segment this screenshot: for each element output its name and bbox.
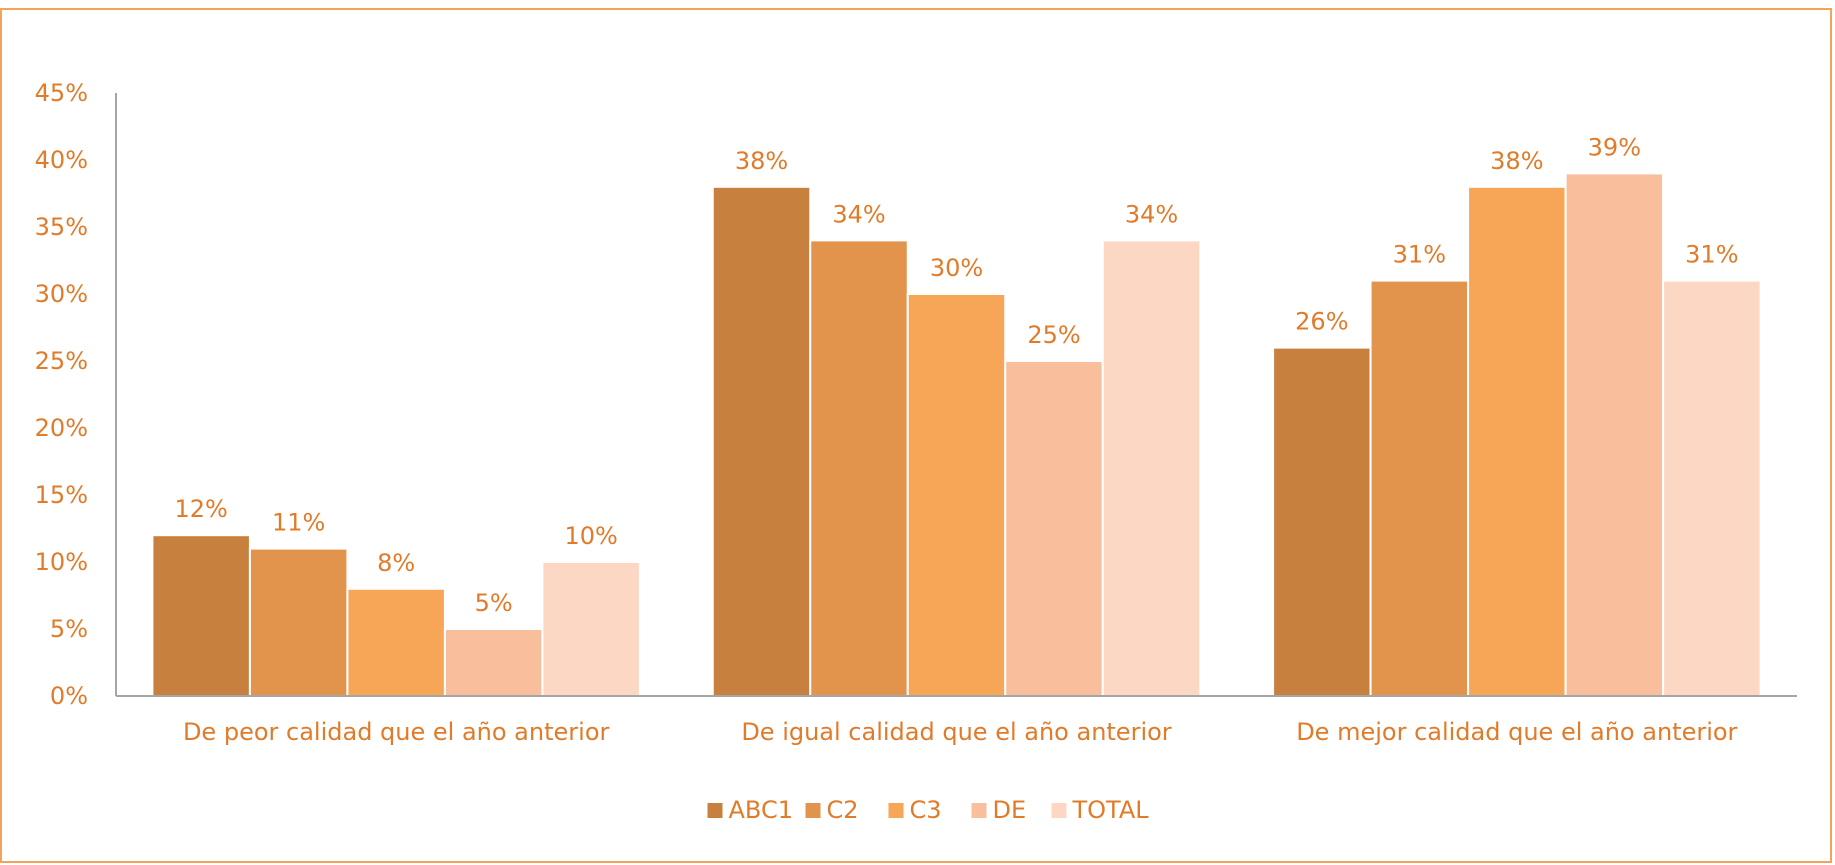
y-tick-label: 25%	[35, 347, 88, 375]
category-label: De igual calidad que el año anterior	[741, 718, 1171, 746]
bar-de-3	[1564, 172, 1665, 697]
bar-c2-3	[1369, 279, 1470, 697]
y-tick-label: 20%	[35, 414, 88, 442]
data-label: 38%	[735, 147, 788, 175]
bars	[151, 172, 1762, 698]
y-tick-label: 30%	[35, 280, 88, 308]
data-label: 30%	[930, 254, 983, 282]
legend-swatch-abc1	[707, 803, 723, 818]
bar-abc1-2	[711, 185, 812, 698]
y-tick-label: 15%	[35, 481, 88, 509]
legend-swatch-c2	[805, 803, 821, 818]
legend-label-c3: C3	[910, 796, 942, 824]
data-label: 26%	[1295, 308, 1348, 336]
bar-total-1	[541, 561, 641, 697]
y-tick-label: 5%	[50, 615, 88, 643]
legend-swatch-c3	[888, 803, 904, 818]
data-label: 12%	[174, 495, 227, 523]
data-label: 39%	[1588, 133, 1641, 161]
data-label: 34%	[1125, 200, 1178, 228]
bar-de-2	[1004, 360, 1104, 697]
bar-c2-2	[809, 239, 909, 697]
y-tick-label: 10%	[35, 548, 88, 576]
bar-c3-2	[906, 293, 1007, 697]
bar-c2-1	[248, 547, 349, 697]
axes	[115, 93, 1797, 697]
legend-label-de: DE	[993, 796, 1027, 824]
data-label: 31%	[1685, 241, 1738, 269]
legend-label-c2: C2	[827, 796, 859, 824]
data-label: 31%	[1393, 241, 1446, 269]
legend-swatch-total	[1051, 803, 1067, 818]
category-label: De mejor calidad que el año anterior	[1296, 718, 1737, 746]
bar-abc1-1	[151, 534, 251, 698]
bar-c3-3	[1467, 185, 1567, 698]
legend-label-abc1: ABC1	[729, 796, 794, 824]
data-label: 10%	[564, 522, 617, 550]
legend: ABC1 C2 C3 DE TOTAL	[707, 796, 1150, 824]
data-labels: 12% 11% 8% 5% 10% 38% 34% 30% 25% 34% 26% 31% 38% 39%…	[174, 133, 1738, 617]
data-label: 11%	[272, 509, 325, 537]
bar-total-3	[1662, 279, 1762, 697]
data-label: 34%	[832, 200, 885, 228]
data-label: 8%	[377, 549, 415, 577]
category-labels: De peor calidad que el año anterior De ig…	[183, 718, 1738, 746]
bar-c3-1	[346, 587, 446, 697]
data-label: 5%	[475, 589, 513, 617]
y-axis-ticks: 0% 5% 10% 15% 20% 25% 30% 35% 40% 45%	[35, 79, 88, 710]
data-label: 25%	[1027, 321, 1080, 349]
bar-de-1	[443, 628, 544, 697]
legend-swatch-de	[971, 803, 987, 818]
legend-label-total: TOTAL	[1072, 796, 1150, 824]
data-label: 38%	[1490, 147, 1543, 175]
y-tick-label: 40%	[35, 146, 88, 174]
y-tick-label: 45%	[35, 79, 88, 107]
bar-abc1-3	[1272, 346, 1372, 697]
y-tick-label: 0%	[50, 682, 88, 710]
category-label: De peor calidad que el año anterior	[183, 718, 610, 746]
bar-total-2	[1101, 239, 1202, 697]
y-tick-label: 35%	[35, 213, 88, 241]
